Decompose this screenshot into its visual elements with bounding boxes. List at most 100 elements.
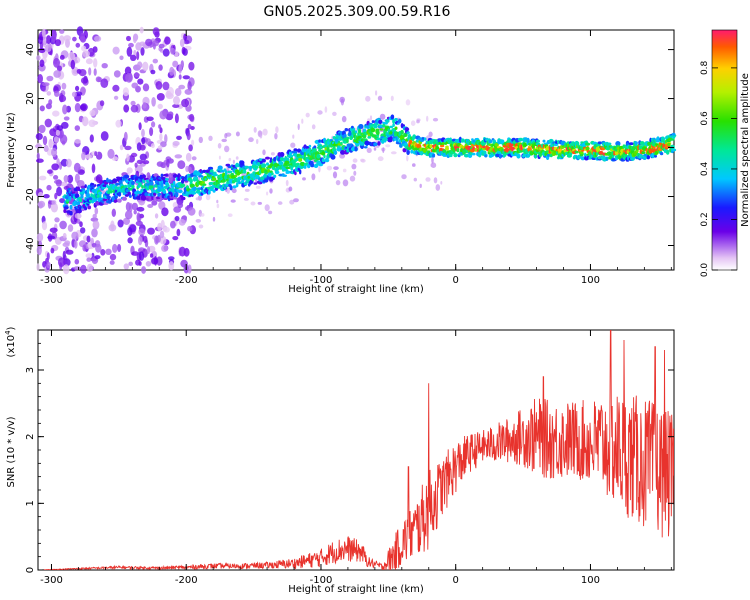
spectrogram-speck: [311, 124, 316, 130]
snr-x-tick-label: -300: [40, 575, 63, 586]
spectrogram-speck: [53, 136, 60, 143]
spectrogram-cell: [249, 168, 252, 172]
spectrogram-speck: [133, 209, 137, 215]
spectrogram-cell: [634, 141, 638, 145]
spectrogram-speck: [126, 153, 130, 162]
spectrogram-cell: [354, 146, 358, 152]
spectrogram-speck: [124, 66, 132, 75]
spectrogram-speck: [54, 192, 58, 200]
spectrogram-speck: [100, 78, 109, 88]
spectrogram-speck: [253, 126, 257, 133]
spectrogram-cell: [323, 154, 326, 159]
spectrogram-cell: [212, 189, 216, 193]
spectrogram-cell: [171, 187, 175, 193]
spectrogram-speck: [154, 213, 159, 219]
spectrogram-speck: [174, 215, 180, 222]
figure-title: GN05.2025.309.00.59.R16: [264, 4, 451, 20]
spectrogram-speck: [71, 91, 77, 98]
spectrogram-speck: [99, 100, 105, 107]
spectrogram-speck: [431, 157, 434, 164]
spectrogram-y-tick-label: -20: [25, 188, 36, 204]
spectrogram-speck: [195, 219, 201, 223]
spectrogram-cell: [516, 153, 521, 159]
snr-multiplier-close: ): [6, 326, 17, 330]
spectrogram-speck: [65, 249, 74, 255]
spectrogram-speck: [156, 93, 165, 101]
spectrogram-speck: [318, 166, 321, 173]
spectrogram-cell: [106, 177, 109, 183]
spectrogram-cell: [160, 182, 164, 188]
spectrogram-cell: [526, 154, 530, 158]
spectrogram-cell: [345, 136, 350, 140]
spectrogram-speck: [137, 61, 143, 69]
spectrogram-speck: [89, 109, 96, 117]
spectrogram-cell: [358, 129, 362, 134]
spectrogram-speck: [425, 177, 431, 182]
snr-x-label: Height of straight line (km): [288, 584, 424, 595]
spectrogram-cell: [326, 147, 330, 152]
spectrogram-speck: [36, 245, 42, 256]
snr-y-tick-label: 3: [25, 367, 36, 373]
colorbar-tick-label: 0.6: [700, 111, 710, 126]
spectrogram-speck: [53, 175, 59, 180]
spectrogram-cell: [366, 126, 370, 129]
spectrogram-speck: [141, 266, 147, 274]
spectrogram-cell: [410, 149, 414, 154]
spectrogram-speck: [172, 60, 179, 68]
spectrogram-speck: [42, 35, 47, 45]
spectrogram-speck: [70, 59, 76, 70]
spectrogram-x-tick-label: -100: [310, 275, 333, 286]
spectrogram-speck: [157, 145, 163, 150]
spectrogram-cell: [174, 192, 179, 198]
spectrogram-cell: [404, 142, 408, 146]
spectrogram-speck: [123, 131, 128, 142]
spectrogram-speck: [311, 173, 316, 181]
spectrogram-cell: [68, 196, 72, 201]
spectrogram-speck: [187, 166, 192, 172]
spectrogram-speck: [152, 58, 158, 64]
spectrogram-cell: [406, 147, 412, 151]
spectrogram-speck: [435, 184, 441, 191]
spectrogram-speck: [146, 116, 154, 122]
spectrogram-cell: [401, 124, 405, 127]
spectrogram-cell: [285, 170, 291, 174]
spectrogram-speck: [74, 258, 80, 265]
spectrogram-speck: [62, 264, 70, 275]
spectrogram-cell: [242, 170, 247, 174]
spectrogram-speck: [80, 103, 88, 112]
spectrogram-speck: [149, 253, 154, 258]
spectrogram-speck: [174, 113, 179, 124]
spectrogram-cell: [671, 132, 676, 136]
spectrogram-speck: [35, 133, 43, 140]
spectrogram-cell: [243, 182, 248, 186]
spectrogram-cell: [124, 174, 130, 179]
spectrogram-cell: [278, 161, 284, 166]
spectrogram-speck: [130, 100, 136, 106]
spectrogram-speck: [48, 138, 53, 149]
spectrogram-speck: [173, 206, 182, 213]
spectrogram-cell: [81, 207, 85, 212]
spectrogram-speck: [117, 244, 122, 252]
spectrogram-speck: [341, 115, 347, 123]
spectrogram-speck: [178, 74, 182, 80]
spectrogram-speck: [145, 261, 152, 267]
spectrogram-cell: [456, 148, 460, 153]
spectrogram-speck: [127, 237, 133, 244]
spectrogram-speck: [56, 186, 63, 197]
spectrogram-speck: [159, 133, 163, 141]
spectrogram-cell: [238, 181, 242, 185]
spectrogram-cell: [141, 195, 147, 201]
spectrogram-cell: [472, 146, 475, 151]
spectrogram-speck: [174, 154, 183, 159]
spectrogram-speck: [45, 35, 52, 45]
spectrogram-speck: [79, 221, 83, 228]
spectrogram-speck: [155, 81, 163, 90]
spectrogram-speck: [332, 111, 337, 116]
spectrogram-cell: [527, 147, 532, 151]
spectrogram-cell: [293, 150, 298, 154]
spectrogram-cell: [406, 149, 410, 155]
spectrogram-speck: [290, 142, 296, 148]
spectrogram-cell: [279, 152, 285, 157]
spectrogram-cell: [371, 134, 377, 138]
spectrogram-speck: [125, 202, 131, 212]
